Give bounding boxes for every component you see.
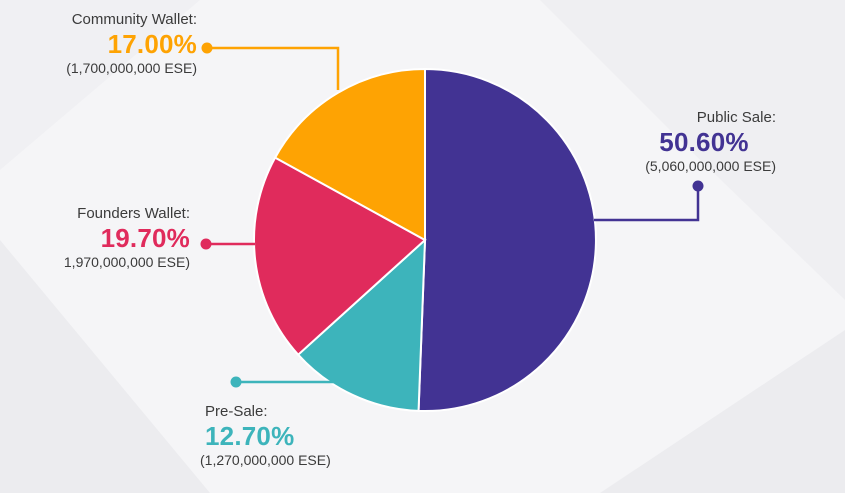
slice-label-pre-sale: Pre-Sale: — [205, 403, 268, 420]
label-public-sale: Public Sale: 50.60% (5,060,000,000 ESE) — [596, 108, 776, 176]
slice-amount-community-wallet: (1,700,000,000 ESE) — [66, 60, 197, 76]
slice-percent-public-sale: 50.60% — [659, 127, 749, 157]
slice-label-founders-wallet: Founders Wallet: — [77, 205, 190, 222]
connector-dot-community-wallet — [201, 42, 213, 54]
label-founders-wallet: Founders Wallet: 19.70% 1,970,000,000 ES… — [10, 204, 190, 272]
pie-slice-community-wallet — [273, 67, 426, 242]
pie-slice-public-sale — [417, 67, 597, 412]
slice-percent-pre-sale: 12.70% — [205, 421, 295, 451]
slice-percent-community-wallet: 17.00% — [107, 29, 197, 59]
connector-community-wallet — [207, 46, 340, 90]
pie-slice-pre-sale — [296, 237, 427, 412]
slice-percent-founders-wallet: 19.70% — [100, 223, 190, 253]
connector-dot-pre-sale — [230, 376, 242, 388]
slice-label-public-sale: Public Sale: — [696, 109, 776, 126]
connector-public-sale — [594, 186, 700, 222]
slice-amount-public-sale: (5,060,000,000 ESE) — [645, 158, 776, 174]
connector-dot-public-sale — [692, 180, 704, 192]
pie-slice-founders-wallet — [253, 156, 427, 357]
slice-amount-pre-sale: (1,270,000,000 ESE) — [200, 452, 331, 468]
connector-dot-founders-wallet — [200, 238, 212, 250]
slice-amount-founders-wallet: 1,970,000,000 ESE) — [63, 254, 190, 270]
label-connectors — [200, 42, 704, 388]
label-pre-sale: Pre-Sale: 12.70% (1,270,000,000 ESE) — [200, 402, 385, 470]
pie-slices — [253, 67, 597, 412]
label-community-wallet: Community Wallet: 17.00% (1,700,000,000 … — [10, 10, 197, 78]
slice-label-community-wallet: Community Wallet: — [71, 11, 197, 28]
